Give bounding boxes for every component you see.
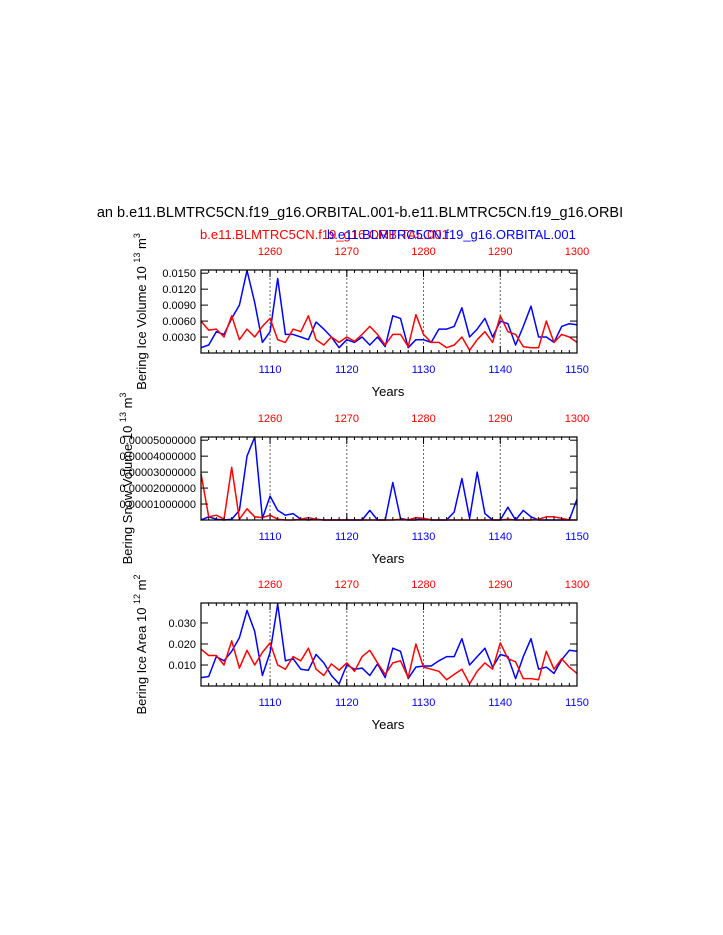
x-tick-label: 1110	[259, 364, 282, 376]
x-tick-label: 1140	[488, 697, 512, 709]
x-tick-label: 1130	[412, 531, 436, 543]
series-line-blue	[200, 269, 578, 349]
x2-tick-label: 1280	[411, 579, 435, 591]
series-line-red	[200, 313, 578, 352]
chart-panel-3: 1110 1120 1130 1140 1150 1260 1270 1280 1290 1300…	[132, 574, 589, 732]
y-axis-title: Bering Snow Volume 10 13 m3	[118, 393, 135, 565]
y-axis-title: Bering Ice Volume 10 13 m3	[132, 233, 149, 390]
x-tick-label: 1120	[335, 364, 359, 376]
series-line-blue	[200, 603, 578, 685]
y-tick-label: 0.0120	[162, 284, 196, 296]
x2-tick-label: 1300	[565, 413, 589, 425]
x2-tick-label: 1300	[565, 246, 589, 258]
y-axis-title: Bering Ice Area 10 12 m2	[132, 574, 149, 714]
x-tick-label: 1120	[335, 697, 359, 709]
y-tick-label: 0.0090	[162, 300, 196, 312]
chart-panel-2: 1110 1120 1130 1140 1150 1260 1270 1280 1290 1300…	[118, 393, 589, 566]
y-tick-label: 0.00003000000	[120, 467, 196, 479]
plot-frame	[200, 602, 578, 687]
x2-tick-label: 1270	[335, 246, 359, 258]
x-tick-label: 1130	[412, 697, 436, 709]
series-line-red	[200, 640, 578, 685]
x2-tick-label: 1260	[258, 246, 282, 258]
x-axis-title: Years	[372, 717, 405, 732]
y-tick-label: 0.00004000000	[120, 451, 196, 463]
x2-tick-label: 1280	[411, 246, 435, 258]
legend-blue-label: b.e11.BLMTRC5CN.f19_g16.ORBITAL.001	[327, 227, 576, 242]
x-tick-label: 1150	[565, 697, 589, 709]
y-tick-label: 0.0030	[162, 332, 196, 344]
x-tick-label: 1150	[565, 364, 589, 376]
plot-frame	[200, 436, 578, 521]
legend-red-label: b.e11.BLMTRC5CN.f19_g16.ORBITAL.001	[200, 227, 449, 242]
figure-title: an b.e11.BLMTRC5CN.f19_g16.ORBITAL.001-b…	[97, 205, 623, 221]
x-axis-title: Years	[372, 384, 405, 399]
y-tick-label: 0.00001000000	[120, 499, 196, 511]
x2-tick-label: 1260	[258, 579, 282, 591]
x2-tick-label: 1290	[488, 579, 512, 591]
x2-tick-label: 1270	[335, 413, 359, 425]
x2-tick-label: 1280	[411, 413, 435, 425]
y-tick-label: 0.010	[168, 660, 196, 672]
x-tick-label: 1130	[412, 364, 436, 376]
x2-tick-label: 1270	[335, 579, 359, 591]
y-tick-label: 0.00005000000	[120, 435, 196, 447]
x-axis-title: Years	[372, 551, 405, 566]
x-tick-label: 1120	[335, 531, 359, 543]
x2-tick-label: 1260	[258, 413, 282, 425]
x-tick-label: 1110	[259, 531, 282, 543]
y-tick-label: 0.00002000000	[120, 483, 196, 495]
plot-frame	[200, 269, 578, 354]
y-tick-label: 0.0060	[162, 316, 196, 328]
y-tick-label: 0.030	[168, 618, 196, 630]
y-tick-label: 0.020	[168, 639, 196, 651]
chart-panel-1: 1110 1120 1130 1140 1150 1260 1270 1280 1290 1300…	[132, 233, 589, 399]
x-tick-label: 1150	[565, 531, 589, 543]
x2-tick-label: 1300	[565, 579, 589, 591]
x2-tick-label: 1290	[488, 413, 512, 425]
x-tick-label: 1140	[488, 364, 512, 376]
x-tick-label: 1110	[259, 697, 282, 709]
y-tick-label: 0.0150	[162, 268, 196, 280]
series-line-blue	[200, 436, 578, 521]
x2-tick-label: 1290	[488, 246, 512, 258]
x-tick-label: 1140	[488, 531, 512, 543]
series-line-red	[200, 466, 577, 521]
